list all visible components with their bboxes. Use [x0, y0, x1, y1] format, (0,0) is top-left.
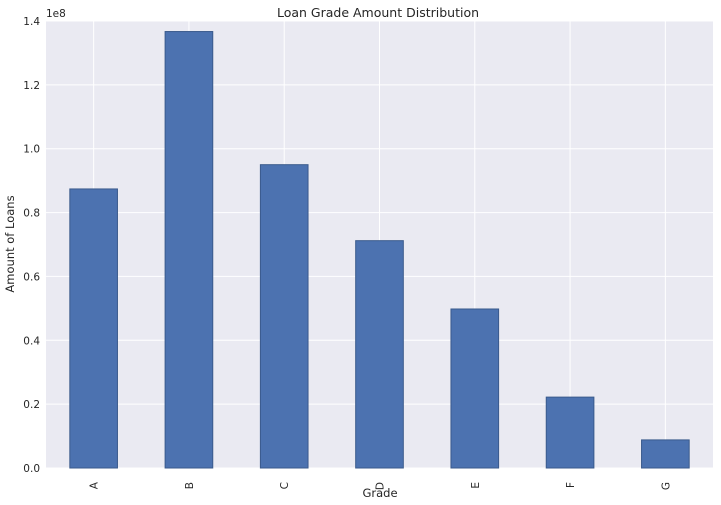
bar-g	[641, 439, 690, 469]
x-tick-label: G	[660, 482, 672, 490]
y-tick-label: 0.0	[23, 463, 40, 475]
y-tick-label: 0.6	[23, 271, 40, 283]
x-tick-label: E	[470, 482, 482, 489]
bar-d	[355, 240, 404, 469]
x-tick-label: B	[184, 482, 196, 489]
y-axis-offset-label: 1e8	[46, 8, 66, 20]
y-axis-label: Amount of Loans	[3, 195, 17, 292]
bar-f	[545, 396, 595, 469]
chart-title: Loan Grade Amount Distribution	[277, 5, 479, 20]
x-tick-label: C	[279, 482, 291, 489]
x-axis-label: Grade	[362, 486, 397, 500]
y-tick-label: 1.2	[23, 80, 40, 92]
y-tick-label: 1.4	[23, 16, 40, 28]
bars	[69, 31, 690, 469]
x-tick-labels: A B C D E F G	[89, 481, 673, 490]
y-tick-label: 1.0	[23, 144, 40, 156]
bar-b	[164, 31, 214, 469]
x-tick-label: D	[375, 482, 387, 490]
bar-e	[450, 308, 500, 469]
bar-c	[259, 164, 309, 469]
y-tick-label: 0.4	[23, 335, 40, 347]
y-tick-label: 0.2	[23, 399, 40, 411]
bar-a	[69, 188, 118, 469]
x-tick-label: A	[89, 481, 101, 489]
y-tick-labels: 0.0 0.2 0.4 0.6 0.8 1.0 1.2 1.4	[23, 16, 40, 475]
y-tick-label: 0.8	[23, 208, 40, 220]
x-tick-label: F	[565, 482, 577, 488]
